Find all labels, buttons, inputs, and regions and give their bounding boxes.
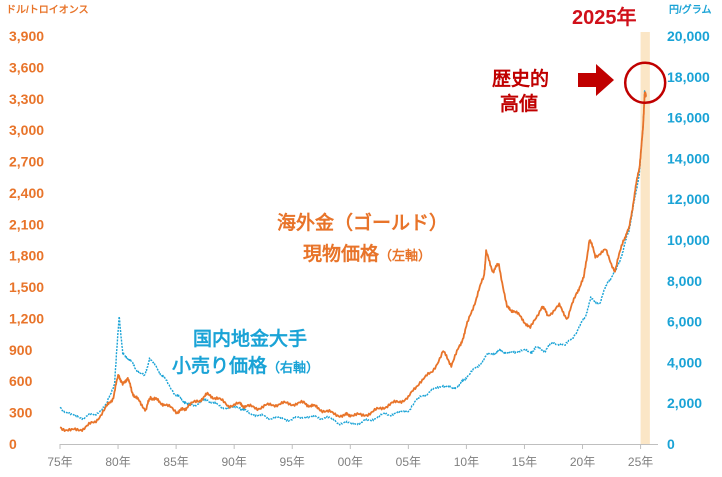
left-tick-label: 600 [9,373,33,389]
right-tick-label: 14,000 [667,150,710,166]
record-high-label-line1: 歴史的 [492,67,549,90]
x-tick-label: 25年 [628,455,653,469]
highlight-band-2025 [640,32,650,444]
year-annotation: 2025年 [572,5,637,29]
record-high-label-line2: 高値 [500,92,538,115]
series-layer [59,90,648,432]
left-tick-label: 3,000 [9,122,44,138]
left-tick-label: 0 [9,436,17,452]
left-tick-label: 1,200 [9,310,44,326]
left-tick-label: 1,500 [9,279,44,295]
left-tick-label: 2,400 [9,185,44,201]
left-tick-label: 3,900 [9,28,44,44]
x-tick-label: 75年 [47,455,72,469]
axes: 0 300 600 900 1,200 1,500 1,800 2,100 2,400 2,700… [9,28,710,469]
domestic-gold-label-line2-group: 小売り価格（右軸） [172,354,319,377]
series-line-overseas-spot [59,91,648,432]
left-tick-label: 3,300 [9,91,44,107]
right-tick-label: 0 [667,436,675,452]
right-tick-label: 2,000 [667,395,702,411]
overseas-gold-label-line1: 海外金（ゴールド） [277,211,448,234]
overseas-gold-label-line2: 現物価格 [303,242,380,265]
record-circle-icon [623,61,667,105]
highlight-layer [640,32,650,444]
right-tick-label: 4,000 [667,354,702,370]
right-tick-label: 10,000 [667,232,710,248]
right-tick-label: 20,000 [667,28,710,44]
x-tick-label: 00年 [338,455,363,469]
left-tick-label: 300 [9,405,33,421]
left-tick-label: 900 [9,342,33,358]
x-tick-label: 85年 [163,455,188,469]
x-tick-label: 20年 [570,455,595,469]
right-tick-label: 8,000 [667,273,702,289]
record-arrow-icon [578,64,614,96]
left-tick-label: 2,100 [9,216,44,232]
domestic-gold-label-line2: 小売り価格 [172,354,268,377]
series-line-domestic-retail [59,90,648,426]
right-axis-unit: 円/グラム [669,3,711,16]
domestic-gold-axis-note: （右軸） [267,360,319,375]
right-tick-label: 16,000 [667,110,710,126]
overseas-gold-label-line2-group: 現物価格（左軸） [303,242,431,265]
right-tick-label: 18,000 [667,69,710,85]
right-tick-label: 6,000 [667,314,702,330]
x-tick-label: 80年 [105,455,130,469]
right-tick-label: 12,000 [667,191,710,207]
left-tick-label: 3,600 [9,59,44,75]
left-axis-unit: ドル/トロイオンス [6,4,89,16]
x-tick-label: 15年 [512,455,537,469]
left-tick-label: 1,800 [9,248,44,264]
x-tick-label: 10年 [454,455,479,469]
x-tick-label: 90年 [221,455,246,469]
x-tick-label: 05年 [396,455,421,469]
domestic-gold-label-line1: 国内地金大手 [193,327,307,350]
x-tick-label: 95年 [280,455,305,469]
left-tick-label: 2,700 [9,154,44,170]
overseas-gold-axis-note: （左軸） [379,248,431,263]
